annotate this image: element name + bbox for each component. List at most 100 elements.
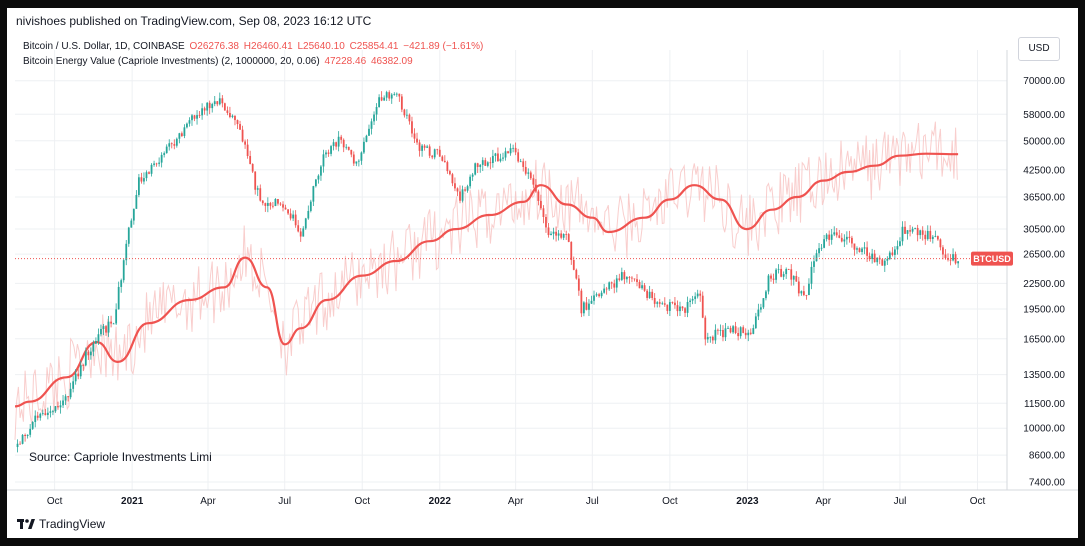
currency-button[interactable]: USD: [1018, 37, 1060, 61]
candle-body: [906, 230, 909, 234]
candle-body: [143, 178, 145, 182]
candle-body: [828, 234, 831, 240]
y-tick-label: 26500.00: [1023, 250, 1065, 261]
candle-body: [140, 177, 143, 182]
symbol-name: Bitcoin / U.S. Dollar, 1D, COINBASE: [23, 41, 185, 52]
candle-body: [840, 237, 843, 242]
candle-body: [709, 336, 712, 338]
candle-body: [818, 248, 820, 254]
candle-body: [416, 138, 418, 143]
candle-body: [775, 269, 777, 280]
x-tick-label: Oct: [354, 496, 370, 507]
candle-body: [49, 411, 52, 413]
candle-body: [218, 98, 221, 105]
symbol-legend[interactable]: Bitcoin / U.S. Dollar, 1D, COINBASE O262…: [23, 41, 483, 52]
candle-body: [368, 128, 370, 136]
candle-body: [335, 142, 338, 147]
candle-body: [919, 230, 922, 236]
candle-body: [605, 288, 608, 290]
candle-body: [636, 279, 638, 283]
candle-body: [332, 142, 335, 147]
price-chart[interactable]: 70000.00 58000.00 50000.00 42500.00 36500.00…: [7, 8, 1078, 538]
candle-body: [790, 269, 793, 280]
x-tick-label: 2022: [429, 496, 452, 507]
candle-body: [926, 230, 929, 240]
candle-body: [320, 166, 322, 176]
candle-body: [423, 145, 426, 148]
candle-body: [352, 154, 355, 164]
candle-body: [223, 103, 226, 111]
candle-body: [514, 147, 517, 153]
candle-body: [719, 330, 722, 331]
candle-body: [749, 332, 752, 334]
candle-body: [853, 243, 856, 250]
candle-body: [787, 269, 790, 270]
candle-body: [363, 141, 365, 153]
candle-body: [330, 146, 332, 154]
candle-body: [633, 278, 636, 280]
candle-body: [282, 204, 284, 208]
candle-body: [767, 275, 770, 292]
candle-body: [183, 127, 186, 137]
candle-body: [272, 205, 274, 207]
candle-body: [699, 293, 702, 296]
candle-body: [244, 141, 246, 145]
candle-body: [580, 290, 583, 314]
x-tick-label: Jul: [894, 496, 907, 507]
candle-body: [413, 133, 416, 139]
candle-body: [820, 247, 823, 249]
candle-body: [269, 203, 272, 206]
candle-body: [378, 97, 380, 108]
candle-body: [256, 188, 259, 190]
published-caption: nivishoes published on TradingView.com, …: [16, 14, 372, 28]
candle-body: [620, 272, 623, 280]
footer-bar: TradingView: [7, 510, 1078, 538]
candle-body: [107, 321, 110, 333]
candle-body: [84, 351, 87, 366]
candle-body: [221, 98, 224, 104]
candle-body: [385, 92, 388, 98]
candle-body: [403, 109, 406, 116]
candle-body: [395, 93, 398, 95]
candle-body: [284, 207, 287, 210]
candle-body: [565, 234, 568, 235]
candle-body: [876, 257, 879, 263]
x-tick-label: Apr: [200, 496, 216, 507]
candle-body: [808, 283, 810, 296]
candle-body: [411, 121, 413, 134]
indicator-legend[interactable]: Bitcoin Energy Value (Capriole Investmen…: [23, 56, 413, 67]
ohlc-close: C25854.41: [349, 41, 399, 52]
candle-body: [365, 135, 368, 142]
tradingview-brand[interactable]: TradingView: [17, 517, 105, 531]
candle-body: [87, 351, 90, 356]
x-tick-label: Jul: [278, 496, 291, 507]
candle-body: [110, 321, 112, 324]
candle-body: [795, 275, 798, 282]
candle-body: [481, 160, 484, 165]
candle-body: [572, 260, 575, 270]
y-tick-label: 36500.00: [1023, 192, 1065, 203]
candle-body: [777, 268, 780, 270]
candle-body: [74, 373, 77, 382]
candle-body: [451, 174, 454, 184]
candle-body: [26, 434, 29, 437]
candle-body: [186, 123, 188, 128]
candle-body: [888, 252, 891, 259]
candle-body: [180, 133, 183, 137]
candle-body: [942, 247, 944, 255]
tradingview-logo-icon: [17, 519, 35, 529]
candle-body: [954, 254, 957, 264]
candle-body: [610, 282, 613, 284]
candle-body: [466, 186, 469, 191]
y-tick-label: 10000.00: [1023, 424, 1065, 435]
candle-body: [651, 291, 654, 298]
candle-body: [924, 234, 927, 240]
candle-body: [340, 136, 343, 140]
candle-body: [823, 239, 826, 248]
candle-body: [77, 373, 80, 377]
candle-body: [95, 341, 97, 344]
y-tick-label: 8600.00: [1029, 451, 1066, 462]
indicator-value-2: 46382.09: [370, 56, 413, 67]
candle-body: [249, 156, 252, 164]
candle-body: [426, 146, 429, 148]
